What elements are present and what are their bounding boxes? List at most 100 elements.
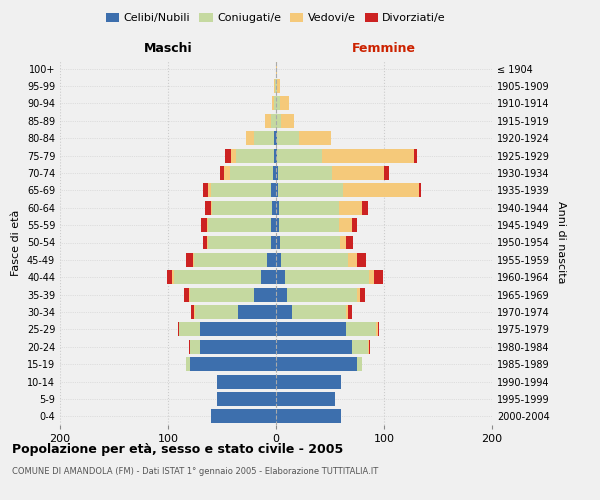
Bar <box>278 184 343 198</box>
Bar <box>376 322 377 336</box>
Bar <box>274 79 275 93</box>
Text: COMUNE DI AMANDOLA (FM) - Dati ISTAT 1° gennaio 2005 - Elaborazione TUTTITALIA.I: COMUNE DI AMANDOLA (FM) - Dati ISTAT 1° … <box>12 468 378 476</box>
Bar <box>276 374 341 388</box>
Bar <box>352 218 357 232</box>
Bar <box>274 148 276 162</box>
Bar <box>200 340 276 353</box>
Bar <box>187 253 193 267</box>
Bar <box>357 253 365 267</box>
Bar <box>274 96 276 110</box>
Bar <box>194 305 195 319</box>
Bar <box>277 132 299 145</box>
Bar <box>292 305 346 319</box>
Bar <box>362 201 368 214</box>
Bar <box>299 132 331 145</box>
Bar <box>343 184 419 198</box>
Bar <box>188 288 190 302</box>
Bar <box>224 166 230 180</box>
Bar <box>340 236 346 250</box>
Bar <box>276 340 352 353</box>
Bar <box>346 236 353 250</box>
Bar <box>191 305 194 319</box>
Bar <box>357 357 362 371</box>
Bar <box>178 322 179 336</box>
Bar <box>276 96 280 110</box>
Bar <box>352 340 368 353</box>
Y-axis label: Fasce di età: Fasce di età <box>11 210 21 276</box>
Bar <box>287 288 357 302</box>
Bar <box>272 96 274 110</box>
Bar <box>276 218 279 232</box>
Bar <box>369 270 374 284</box>
Bar <box>211 201 212 214</box>
Bar <box>261 270 276 284</box>
Bar <box>203 236 207 250</box>
Bar <box>280 236 340 250</box>
Bar <box>272 201 276 214</box>
Bar <box>276 357 357 371</box>
Bar <box>179 322 200 336</box>
Bar <box>254 132 274 145</box>
Bar <box>208 218 271 232</box>
Bar <box>202 218 207 232</box>
Bar <box>374 270 383 284</box>
Bar <box>377 322 379 336</box>
Bar <box>193 253 194 267</box>
Bar <box>276 288 287 302</box>
Bar <box>230 166 273 180</box>
Bar <box>281 114 295 128</box>
Text: Popolazione per età, sesso e stato civile - 2005: Popolazione per età, sesso e stato civil… <box>12 442 343 456</box>
Bar <box>254 288 276 302</box>
Bar <box>212 201 272 214</box>
Bar <box>187 357 190 371</box>
Bar <box>276 201 279 214</box>
Bar <box>271 114 276 128</box>
Bar <box>225 148 230 162</box>
Bar <box>276 166 278 180</box>
Bar <box>274 132 276 145</box>
Bar <box>203 184 208 198</box>
Bar <box>200 322 276 336</box>
Bar <box>230 148 236 162</box>
Bar <box>271 184 276 198</box>
Bar <box>190 357 276 371</box>
Bar <box>276 322 346 336</box>
Bar <box>360 288 365 302</box>
Bar <box>217 392 276 406</box>
Bar <box>276 392 335 406</box>
Bar <box>167 270 172 284</box>
Legend: Celibi/Nubili, Coniugati/e, Vedovi/e, Divorziati/e: Celibi/Nubili, Coniugati/e, Vedovi/e, Di… <box>101 8 451 28</box>
Bar <box>208 184 211 198</box>
Bar <box>184 288 188 302</box>
Bar <box>188 340 190 353</box>
Bar <box>194 253 268 267</box>
Bar <box>211 184 271 198</box>
Bar <box>271 236 276 250</box>
Bar <box>322 148 414 162</box>
Bar <box>279 218 338 232</box>
Bar <box>208 236 271 250</box>
Bar <box>195 305 238 319</box>
Bar <box>338 201 362 214</box>
Bar <box>349 253 357 267</box>
Bar <box>207 236 208 250</box>
Bar <box>211 410 276 424</box>
Bar <box>217 374 276 388</box>
Bar <box>276 410 341 424</box>
Bar <box>246 132 254 145</box>
Bar <box>190 340 200 353</box>
Bar <box>368 340 369 353</box>
Bar <box>205 201 211 214</box>
Bar <box>276 184 278 198</box>
Bar <box>276 253 281 267</box>
Bar <box>369 340 370 353</box>
Bar <box>276 236 280 250</box>
Bar <box>265 114 271 128</box>
Bar <box>268 253 276 267</box>
Bar <box>280 96 289 110</box>
Bar <box>273 166 276 180</box>
Bar <box>332 166 384 180</box>
Bar <box>277 79 280 93</box>
Bar <box>236 148 274 162</box>
Bar <box>276 270 284 284</box>
